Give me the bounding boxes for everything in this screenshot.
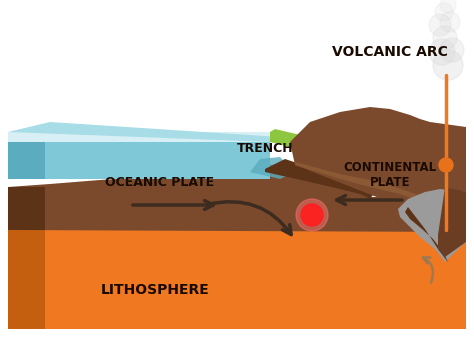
Circle shape bbox=[440, 12, 460, 32]
Polygon shape bbox=[8, 187, 45, 230]
Polygon shape bbox=[8, 162, 466, 232]
Circle shape bbox=[440, 38, 464, 62]
Polygon shape bbox=[398, 189, 466, 262]
Polygon shape bbox=[250, 157, 295, 179]
Circle shape bbox=[429, 14, 451, 36]
Polygon shape bbox=[8, 230, 466, 329]
Polygon shape bbox=[405, 207, 448, 262]
Polygon shape bbox=[295, 162, 466, 232]
Polygon shape bbox=[8, 142, 270, 179]
Circle shape bbox=[429, 39, 455, 65]
Circle shape bbox=[439, 158, 453, 172]
Circle shape bbox=[435, 3, 453, 21]
Text: CONTINENTAL
PLATE: CONTINENTAL PLATE bbox=[344, 161, 437, 189]
Polygon shape bbox=[265, 159, 375, 199]
Circle shape bbox=[440, 0, 456, 13]
Polygon shape bbox=[290, 107, 466, 232]
Text: TRENCH: TRENCH bbox=[237, 142, 293, 154]
Polygon shape bbox=[8, 132, 45, 179]
Circle shape bbox=[301, 204, 323, 226]
Circle shape bbox=[433, 26, 457, 50]
Polygon shape bbox=[8, 230, 45, 329]
Circle shape bbox=[433, 50, 463, 80]
Text: VOLCANIC ARC: VOLCANIC ARC bbox=[332, 45, 448, 59]
Circle shape bbox=[296, 199, 328, 231]
Polygon shape bbox=[8, 132, 270, 142]
Polygon shape bbox=[438, 187, 466, 262]
Polygon shape bbox=[270, 129, 340, 159]
Text: OCEANIC PLATE: OCEANIC PLATE bbox=[105, 177, 215, 189]
Text: LITHOSPHERE: LITHOSPHERE bbox=[100, 283, 210, 297]
Polygon shape bbox=[8, 122, 280, 142]
